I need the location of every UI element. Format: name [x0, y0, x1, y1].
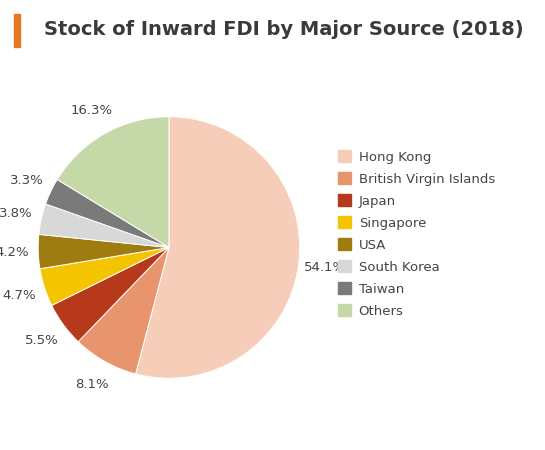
Text: 5.5%: 5.5% — [26, 333, 59, 346]
Wedge shape — [78, 248, 169, 374]
Wedge shape — [39, 204, 169, 248]
Wedge shape — [38, 234, 169, 269]
Wedge shape — [46, 180, 169, 248]
Text: 3.3%: 3.3% — [10, 174, 44, 187]
Text: 16.3%: 16.3% — [71, 104, 113, 117]
Wedge shape — [40, 248, 169, 306]
Wedge shape — [136, 117, 300, 378]
Text: 4.7%: 4.7% — [3, 289, 37, 302]
Legend: Hong Kong, British Virgin Islands, Japan, Singapore, USA, South Korea, Taiwan, O: Hong Kong, British Virgin Islands, Japan… — [334, 146, 499, 322]
Text: 54.1%: 54.1% — [304, 261, 346, 274]
Text: 8.1%: 8.1% — [75, 378, 109, 391]
Wedge shape — [57, 117, 169, 248]
Wedge shape — [52, 248, 169, 342]
Text: 4.2%: 4.2% — [0, 246, 29, 259]
Text: Stock of Inward FDI by Major Source (2018): Stock of Inward FDI by Major Source (201… — [44, 20, 523, 39]
Text: 3.8%: 3.8% — [0, 207, 33, 220]
